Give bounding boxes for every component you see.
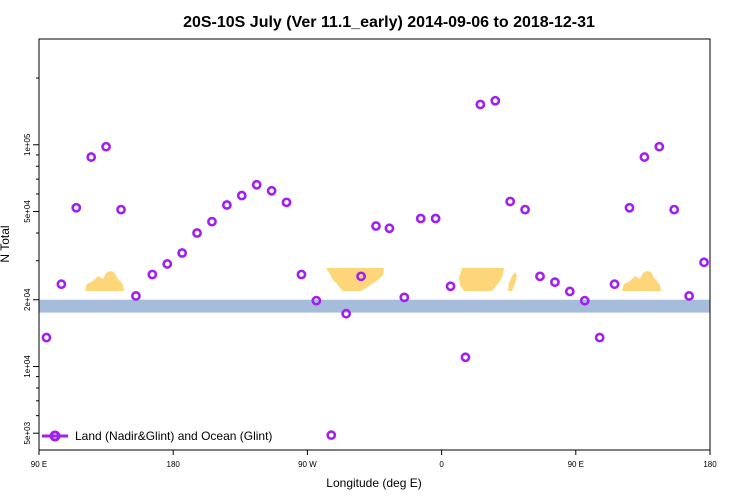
data-point xyxy=(221,200,232,210)
data-point xyxy=(520,204,531,215)
data-point xyxy=(281,197,292,208)
data-point xyxy=(579,295,590,306)
legend-marker xyxy=(49,430,61,442)
y-tick-label: 1e+04 xyxy=(23,355,32,378)
x-tick-label: 180 xyxy=(703,460,717,469)
data-point xyxy=(654,141,665,152)
land-madagascar xyxy=(508,272,517,291)
land-africa xyxy=(459,268,504,291)
data-point xyxy=(207,216,217,227)
ocean-band xyxy=(39,299,710,313)
data-point xyxy=(236,190,247,201)
data-point xyxy=(384,223,395,234)
land-south-america xyxy=(326,268,384,291)
data-point xyxy=(41,332,52,343)
land-australia-1 xyxy=(85,271,124,291)
data-point xyxy=(101,141,111,152)
y-tick-label: 1e+05 xyxy=(23,133,32,156)
data-point xyxy=(56,279,67,290)
data-point xyxy=(445,281,456,292)
data-point xyxy=(86,152,97,162)
data-point xyxy=(490,95,501,106)
data-point xyxy=(639,152,650,162)
y-axis: 5e+03 1e+04 2e+04 5e+04 1e+05 xyxy=(23,77,39,444)
data-point xyxy=(266,185,277,196)
land-australia-2 xyxy=(622,271,661,291)
data-point xyxy=(71,202,82,213)
data-point xyxy=(162,259,173,269)
data-point xyxy=(311,295,322,306)
data-point xyxy=(251,179,262,190)
data-point xyxy=(296,269,307,280)
data-point xyxy=(341,308,352,319)
data-point xyxy=(356,271,366,282)
geographic-band xyxy=(39,268,710,313)
data-point xyxy=(177,248,188,258)
y-tick-label: 5e+04 xyxy=(23,200,32,223)
data-point xyxy=(564,286,575,297)
legend-label: Land (Nadir&Glint) and Ocean (Glint) xyxy=(75,429,272,443)
data-point xyxy=(609,279,620,290)
data-point xyxy=(684,291,695,301)
plot-frame xyxy=(38,38,711,451)
data-point xyxy=(192,228,202,238)
x-axis: 90 E 180 90 W 0 90 E 180 xyxy=(31,450,717,469)
data-point xyxy=(399,292,410,303)
data-point xyxy=(430,213,441,224)
data-point xyxy=(475,99,486,110)
data-point xyxy=(624,202,635,213)
y-tick-label: 2e+04 xyxy=(23,288,32,311)
x-tick-label: 90 W xyxy=(298,460,317,469)
y-axis-title: N Total xyxy=(0,225,12,262)
x-tick-label: 180 xyxy=(167,460,181,469)
data-point xyxy=(326,430,337,441)
data-point xyxy=(147,269,158,280)
x-tick-label: 90 E xyxy=(31,460,47,469)
data-point xyxy=(116,204,126,215)
data-point xyxy=(505,196,516,207)
y-tick-label: 5e+03 xyxy=(23,421,32,444)
data-point xyxy=(550,277,560,288)
data-points xyxy=(41,95,709,441)
data-point xyxy=(460,352,471,363)
chart-title: 20S-10S July (Ver 11.1_early) 2014-09-06… xyxy=(183,14,595,31)
x-tick-label: 90 E xyxy=(568,460,584,469)
legend: Land (Nadir&Glint) and Ocean (Glint) xyxy=(42,429,272,443)
data-point xyxy=(594,332,605,343)
data-point xyxy=(131,291,141,301)
data-point xyxy=(669,204,680,215)
data-point xyxy=(535,271,545,282)
x-axis-title: Longitude (deg E) xyxy=(326,476,421,490)
data-point xyxy=(699,257,709,268)
data-point xyxy=(371,221,381,231)
x-tick-label: 0 xyxy=(439,460,444,469)
data-point xyxy=(415,213,426,224)
